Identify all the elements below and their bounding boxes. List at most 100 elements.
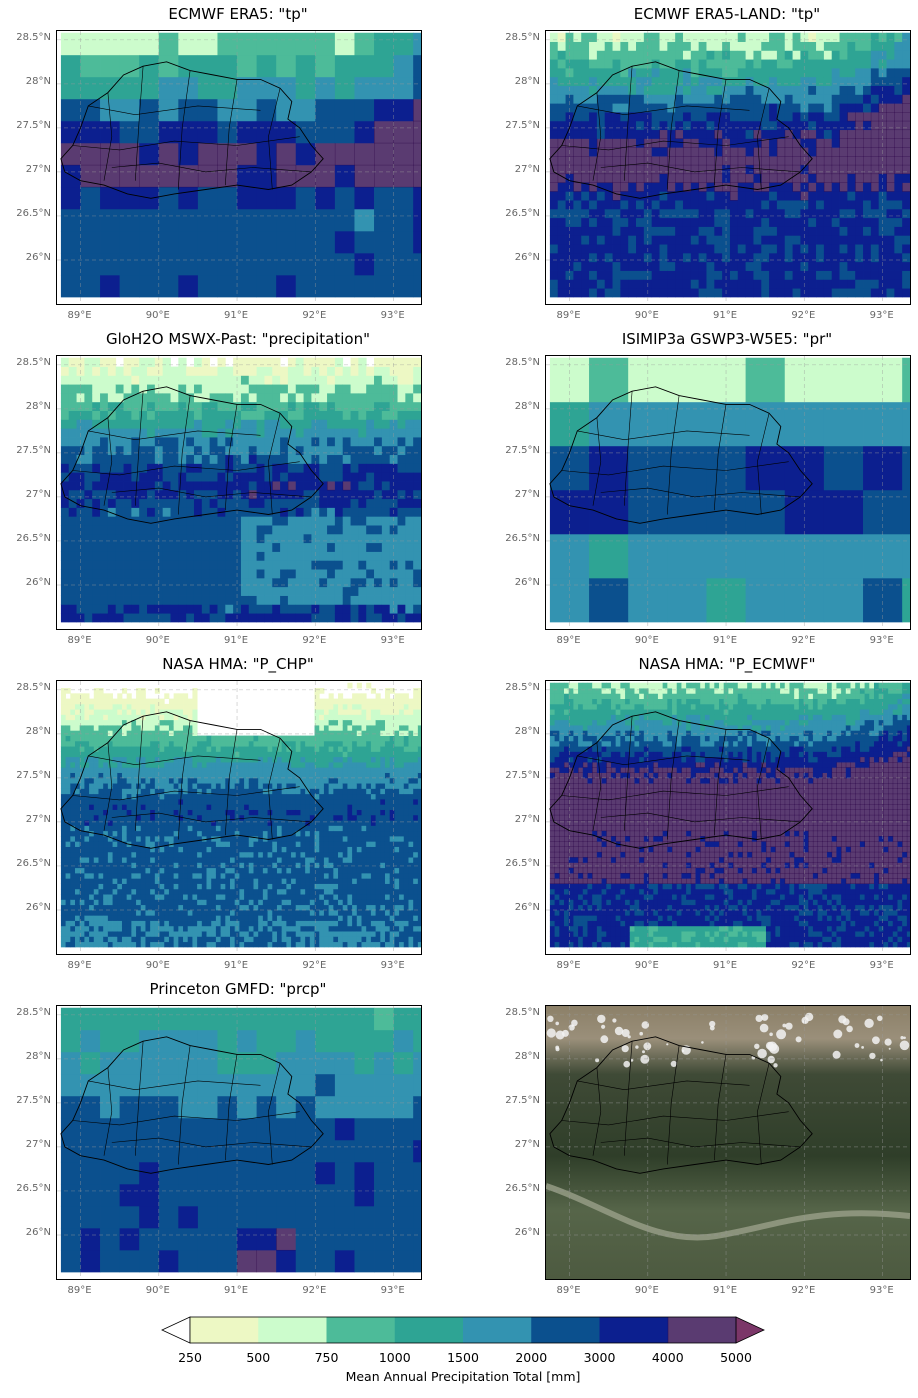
precip-cell	[761, 244, 770, 254]
precip-cell	[197, 751, 203, 758]
map-panel-mswx	[56, 355, 422, 630]
precip-cell	[612, 103, 621, 113]
precip-cell	[405, 498, 414, 508]
precip-cell	[201, 419, 211, 429]
precip-cell	[784, 235, 793, 245]
precip-cell	[206, 788, 212, 795]
precip-cell	[690, 217, 700, 227]
precip-cell	[107, 925, 113, 932]
precip-cell	[831, 270, 840, 280]
precip-cell	[131, 735, 137, 742]
precip-cell	[233, 454, 242, 464]
precip-cell	[168, 814, 175, 821]
precip-cell	[628, 50, 637, 60]
precip-cell	[84, 804, 90, 810]
precip-cell	[776, 279, 786, 289]
precip-cell	[675, 50, 684, 60]
precip-cell	[80, 142, 101, 166]
precip-cell	[753, 235, 762, 245]
precip-cell	[596, 191, 606, 201]
precip-cell	[89, 740, 95, 747]
precip-cell	[187, 851, 193, 858]
precip-cell	[178, 54, 199, 78]
precip-cell	[784, 191, 793, 201]
precip-cell	[366, 392, 375, 403]
precip-cell	[350, 525, 359, 535]
precip-cell	[557, 208, 566, 219]
precip-cell	[164, 835, 170, 842]
precip-cell	[636, 235, 645, 245]
precip-cell	[173, 820, 179, 826]
precip-cell	[107, 454, 117, 464]
precip-cell	[197, 767, 203, 773]
precip-cell	[173, 915, 179, 921]
precip-cell	[557, 156, 566, 166]
precip-cell	[405, 401, 414, 411]
precip-cell	[831, 261, 840, 271]
precip-cell	[68, 410, 77, 420]
precip-cell	[131, 551, 140, 561]
precip-cell	[145, 714, 151, 721]
precip-cell	[230, 804, 236, 810]
precip-cell	[327, 498, 336, 508]
precip-cell	[792, 120, 801, 131]
precip-cell	[823, 50, 833, 60]
precip-cell	[831, 235, 840, 245]
precip-cell	[327, 401, 336, 411]
precip-cell	[131, 788, 137, 795]
precip-cell	[121, 688, 128, 694]
precip-cell	[75, 788, 81, 795]
precip-cell	[117, 820, 123, 826]
precip-cell	[311, 551, 320, 561]
precip-cell	[139, 392, 148, 403]
precip-cell	[107, 366, 117, 376]
precip-cell	[193, 551, 203, 561]
precip-cell	[745, 129, 754, 139]
precip-cell	[145, 830, 151, 837]
precip-cell	[225, 551, 234, 561]
precip-cell	[413, 604, 421, 614]
precip-cell	[154, 735, 160, 742]
precip-cell	[667, 50, 676, 60]
precip-cell	[103, 814, 109, 821]
precip-cell	[183, 878, 189, 884]
precip-cell	[573, 67, 582, 78]
precip-cell	[107, 577, 117, 588]
precip-cell	[150, 762, 156, 768]
precip-cell	[197, 740, 203, 747]
precip-cell	[319, 533, 328, 544]
precip-cell	[168, 820, 175, 826]
precip-cell	[178, 756, 184, 763]
precip-cell	[139, 76, 160, 100]
precip-cell	[295, 533, 304, 544]
precip-cell	[354, 230, 375, 254]
precip-cell	[831, 120, 840, 131]
precip-cell	[823, 217, 833, 227]
precip-cell	[168, 751, 175, 758]
precip-cell	[589, 357, 629, 403]
precip-cell	[776, 182, 786, 192]
precip-cell	[792, 173, 801, 183]
precip-cell	[60, 54, 81, 78]
precip-cell	[573, 94, 582, 104]
precip-cell	[413, 533, 421, 544]
precip-cell	[248, 489, 258, 500]
precip-cell	[643, 261, 653, 271]
precip-cell	[140, 936, 146, 943]
precip-cell	[75, 730, 81, 736]
precip-cell	[206, 872, 212, 879]
precip-cell	[68, 375, 77, 385]
precip-cell	[315, 208, 336, 232]
precip-cell	[784, 261, 793, 271]
precip-cell	[256, 419, 265, 429]
panel-title: ECMWF ERA5-LAND: "tp"	[633, 5, 821, 23]
precip-cell	[103, 730, 109, 736]
precip-cell	[256, 569, 265, 579]
precip-cell	[342, 472, 351, 482]
precip-cell	[350, 569, 359, 579]
precip-cell	[690, 252, 700, 263]
precip-cell	[342, 481, 351, 491]
precip-cell	[103, 894, 109, 900]
precip-cell	[557, 85, 566, 95]
precip-cell	[187, 820, 193, 826]
